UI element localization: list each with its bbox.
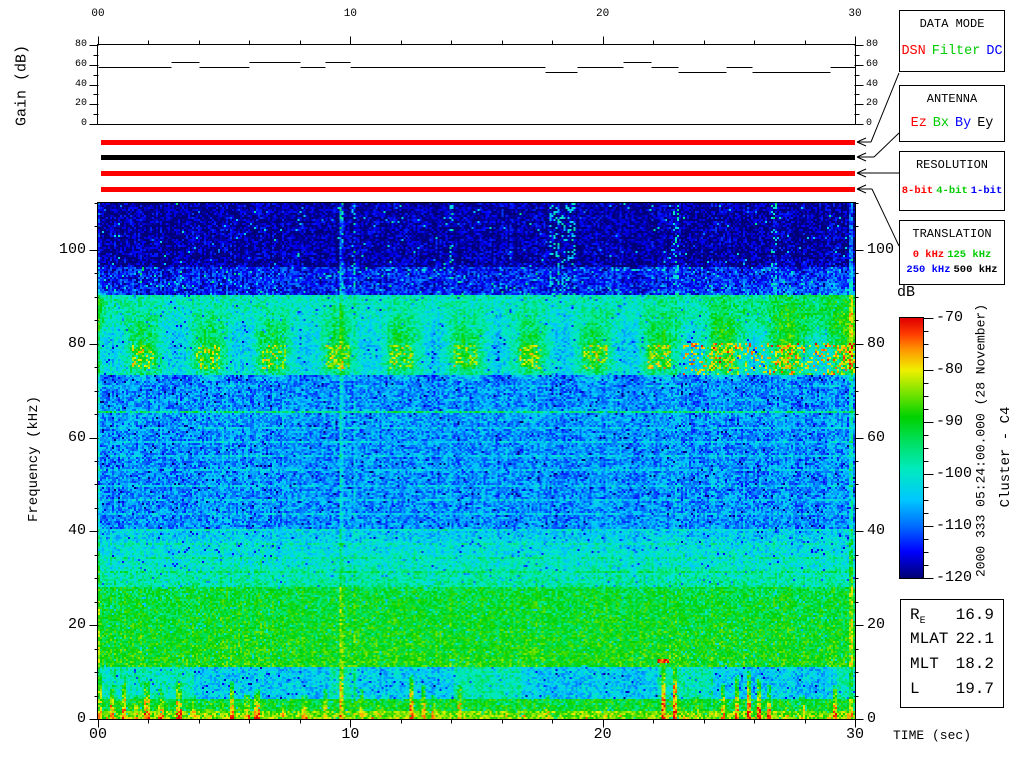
info-label: MLT <box>910 655 939 674</box>
legend-box-resolution: RESOLUTION 8-bit 4-bit 1-bit <box>899 151 1005 211</box>
gain-y-tick-label: 20 <box>866 98 879 110</box>
info-label: RE <box>910 605 926 627</box>
gain-axis-label: Gain (dB) <box>13 45 31 127</box>
legend-option-row: DSN Filter DC <box>901 44 1002 59</box>
legend-option: Ey <box>977 116 994 131</box>
gain-x-tick-label: 10 <box>343 8 357 20</box>
legend-option: 125 kHz <box>947 249 992 261</box>
mode-bar-antenna <box>101 155 855 160</box>
spec-y-tick-label: 60 <box>67 428 86 446</box>
legend-option-row: 250 kHz 500 kHz <box>906 264 997 276</box>
legend-options: DSN Filter DC <box>900 31 1004 71</box>
legend-option: 500 kHz <box>953 264 998 276</box>
info-row-mlat: MLAT 22.1 <box>910 630 994 651</box>
colorbar-tick-label: -110 <box>936 517 973 534</box>
gain-y-tick-label: 20 <box>74 98 87 110</box>
colorbar-tick-label: -90 <box>936 413 964 430</box>
gain-y-tick-label: 80 <box>866 39 879 50</box>
info-row-re: RE 16.9 <box>910 606 994 627</box>
legend-box-antenna: ANTENNA Ez Bx By Ey <box>899 85 1005 142</box>
gain-x-tick-label: 20 <box>596 8 610 20</box>
spec-x-tick-label: 20 <box>593 726 612 743</box>
legend-box-data-mode: DATA MODE DSN Filter DC <box>899 10 1005 72</box>
gain-y-tick-label: 0 <box>80 118 87 129</box>
legend-box-translation: TRANSLATION 0 kHz 125 kHz 250 kHz 500 kHz <box>899 220 1005 285</box>
info-value: 18.2 <box>955 655 994 674</box>
legend-options: Ez Bx By Ey <box>900 106 1004 141</box>
legend-option-row: Ez Bx By Ey <box>911 116 994 131</box>
legend-option: DSN <box>901 43 926 59</box>
legend-options: 8-bit 4-bit 1-bit <box>900 172 1004 210</box>
gain-x-tick-label: 00 <box>91 8 105 20</box>
legend-option-row: 0 kHz 125 kHz <box>913 249 992 261</box>
frequency-axis-label: Frequency (kHz) <box>26 395 42 523</box>
gain-y-tick-label: 40 <box>74 78 87 90</box>
mode-bar-data-mode <box>101 140 855 145</box>
legend-title: TRANSLATION <box>912 227 992 241</box>
legend-option: Ez <box>910 116 927 131</box>
legend-title: DATA MODE <box>919 17 985 31</box>
colorbar-tick-label: -120 <box>936 569 973 586</box>
spectrogram-image <box>98 203 855 719</box>
info-label: MLAT <box>910 630 949 649</box>
mode-bar-resolution <box>101 171 855 176</box>
time-axis-label: TIME (sec) <box>893 728 972 743</box>
info-value: 22.1 <box>955 630 994 649</box>
colorbar-tick-label: -70 <box>936 309 964 326</box>
orbit-parameters-box: RE 16.9 MLAT 22.1 MLT 18.2 L 19.7 <box>900 599 1004 708</box>
gain-x-tick-label: 30 <box>848 8 862 20</box>
spec-y-tick-label: 80 <box>867 334 886 352</box>
spec-y-tick-label: 0 <box>76 710 86 727</box>
legend-option-row: 8-bit 4-bit 1-bit <box>902 185 1003 197</box>
gain-y-tick-label: 40 <box>866 78 879 90</box>
gain-y-tick-label: 60 <box>866 58 879 70</box>
mode-bar-translation <box>101 187 855 192</box>
legend-option: 8-bit <box>901 185 934 197</box>
info-row-mlt: MLT 18.2 <box>910 655 994 676</box>
info-row-l: L 19.7 <box>910 680 994 701</box>
gain-y-tick-label: 0 <box>866 118 873 129</box>
spec-y-tick-label: 100 <box>58 240 86 258</box>
legend-option: Filter <box>931 43 981 59</box>
gain-y-tick-label: 80 <box>74 39 87 50</box>
spec-y-tick-label: 60 <box>867 428 886 446</box>
legend-option: 1-bit <box>970 185 1003 197</box>
spec-y-tick-label: 0 <box>867 710 877 727</box>
spec-y-tick-label: 100 <box>867 240 895 258</box>
legend-title: ANTENNA <box>926 92 978 106</box>
info-value: 19.7 <box>955 680 994 699</box>
spec-y-tick-label: 80 <box>67 334 86 352</box>
spec-y-tick-label: 20 <box>867 616 886 634</box>
colorbar-unit-label: dB <box>897 284 916 301</box>
spacecraft-annotation: Cluster - C4 <box>998 406 1014 508</box>
colorbar-tick-label: -100 <box>936 465 973 482</box>
spec-y-tick-label: 40 <box>67 522 86 540</box>
spec-x-tick-label: 30 <box>845 726 864 743</box>
spec-y-tick-label: 20 <box>67 616 86 634</box>
legend-option: Bx <box>932 116 949 131</box>
spec-x-tick-label: 10 <box>341 726 360 743</box>
legend-option: 250 kHz <box>906 264 951 276</box>
legend-title: RESOLUTION <box>915 158 988 172</box>
legend-option: 0 kHz <box>912 249 945 261</box>
datetime-annotation: 2000 333 05:24:00.000 (28 November) <box>973 303 989 578</box>
spec-x-tick-label: 00 <box>88 726 107 743</box>
info-value: 16.9 <box>955 605 994 624</box>
legend-option: DC <box>986 43 1003 59</box>
legend-option: By <box>955 116 972 131</box>
gain-y-tick-label: 60 <box>74 58 87 70</box>
legend-option: 4-bit <box>936 185 968 197</box>
legend-options: 0 kHz 125 kHz 250 kHz 500 kHz <box>900 241 1004 284</box>
info-label: L <box>910 680 920 699</box>
colorbar-tick-label: -80 <box>936 361 964 378</box>
spec-y-tick-label: 40 <box>867 522 886 540</box>
